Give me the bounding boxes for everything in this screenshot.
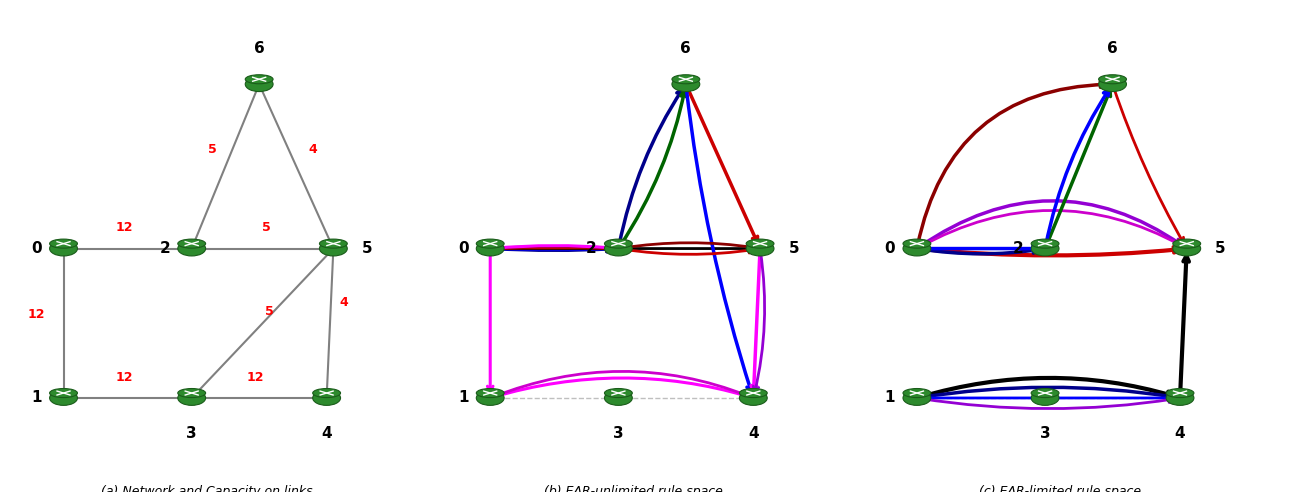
Text: 5: 5 <box>789 241 799 256</box>
Text: 12: 12 <box>115 221 133 234</box>
Ellipse shape <box>672 75 700 84</box>
Text: 5: 5 <box>261 221 270 234</box>
Ellipse shape <box>246 75 273 84</box>
Ellipse shape <box>1173 239 1201 248</box>
Ellipse shape <box>476 389 504 398</box>
Ellipse shape <box>903 239 931 248</box>
Ellipse shape <box>903 391 931 405</box>
Ellipse shape <box>476 391 504 405</box>
Text: 6: 6 <box>253 41 265 56</box>
Ellipse shape <box>1099 75 1126 84</box>
Text: 5: 5 <box>265 305 274 318</box>
Ellipse shape <box>319 241 348 256</box>
Text: 0: 0 <box>458 241 468 256</box>
Ellipse shape <box>1166 391 1193 405</box>
Text: 1: 1 <box>884 391 895 405</box>
Text: 12: 12 <box>27 308 45 321</box>
Ellipse shape <box>49 391 78 405</box>
Text: 6: 6 <box>680 41 692 56</box>
Ellipse shape <box>746 239 775 248</box>
Ellipse shape <box>1032 239 1059 248</box>
Ellipse shape <box>178 241 206 256</box>
Text: 0: 0 <box>884 241 895 256</box>
Text: 4: 4 <box>749 427 759 441</box>
Ellipse shape <box>49 241 78 256</box>
Ellipse shape <box>1032 241 1059 256</box>
Text: 12: 12 <box>247 370 265 384</box>
Ellipse shape <box>746 241 775 256</box>
Text: 5: 5 <box>208 144 216 156</box>
Ellipse shape <box>313 389 340 398</box>
Ellipse shape <box>903 389 931 398</box>
Text: 1: 1 <box>458 391 468 405</box>
Ellipse shape <box>1173 241 1201 256</box>
Text: 4: 4 <box>309 144 318 156</box>
Ellipse shape <box>740 391 767 405</box>
Text: (c) EAR-limited rule space: (c) EAR-limited rule space <box>979 485 1142 492</box>
Text: 2: 2 <box>159 241 171 256</box>
Ellipse shape <box>49 389 78 398</box>
Text: 4: 4 <box>339 296 348 309</box>
Ellipse shape <box>178 391 206 405</box>
Text: 3: 3 <box>613 427 623 441</box>
Text: 4: 4 <box>322 427 332 441</box>
Ellipse shape <box>319 239 348 248</box>
Ellipse shape <box>1166 389 1193 398</box>
Ellipse shape <box>903 241 931 256</box>
Text: 6: 6 <box>1107 41 1118 56</box>
Ellipse shape <box>1099 77 1126 92</box>
Ellipse shape <box>605 391 632 405</box>
Ellipse shape <box>1032 391 1059 405</box>
Text: 3: 3 <box>186 427 197 441</box>
Ellipse shape <box>49 239 78 248</box>
Ellipse shape <box>476 241 504 256</box>
Text: 12: 12 <box>115 370 133 384</box>
Text: (b) EAR-unlimited rule space: (b) EAR-unlimited rule space <box>544 485 723 492</box>
Text: 2: 2 <box>1012 241 1024 256</box>
Text: 0: 0 <box>31 241 41 256</box>
Ellipse shape <box>178 239 206 248</box>
Ellipse shape <box>605 389 632 398</box>
Text: 2: 2 <box>586 241 597 256</box>
Ellipse shape <box>178 389 206 398</box>
Text: 4: 4 <box>1175 427 1186 441</box>
Ellipse shape <box>740 389 767 398</box>
Ellipse shape <box>605 239 632 248</box>
Text: 5: 5 <box>362 241 372 256</box>
Text: (a) Network and Capacity on links: (a) Network and Capacity on links <box>101 485 313 492</box>
Ellipse shape <box>672 77 700 92</box>
Ellipse shape <box>246 77 273 92</box>
Text: 1: 1 <box>31 391 41 405</box>
Ellipse shape <box>476 239 504 248</box>
Ellipse shape <box>605 241 632 256</box>
Ellipse shape <box>1032 389 1059 398</box>
Ellipse shape <box>313 391 340 405</box>
Text: 5: 5 <box>1215 241 1226 256</box>
Text: 3: 3 <box>1040 427 1050 441</box>
